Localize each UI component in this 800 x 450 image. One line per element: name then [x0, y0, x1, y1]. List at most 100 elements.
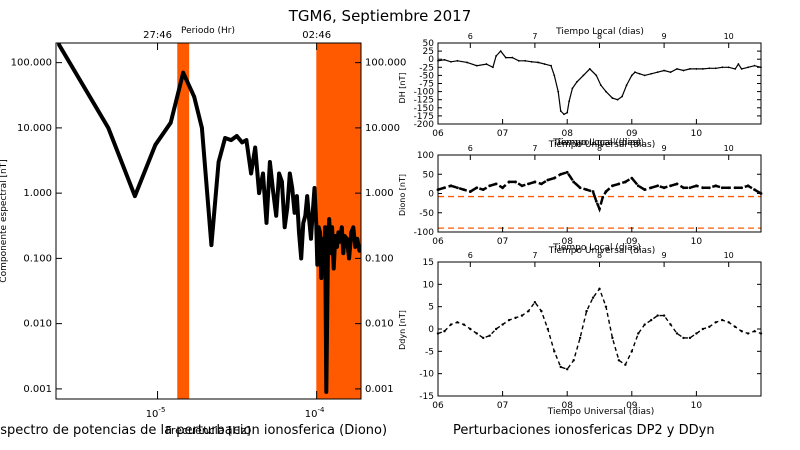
ddyn-point	[553, 350, 556, 353]
diono-top-tick-label: 10	[724, 144, 734, 153]
diono-point	[636, 184, 640, 188]
spectrum-ytick-label-left: 0.010	[23, 319, 52, 330]
diono-point	[455, 186, 459, 190]
diono-point	[720, 186, 724, 190]
dh-point	[568, 100, 571, 103]
diono-point	[475, 186, 479, 190]
dh-ytick-label: -125	[414, 96, 434, 106]
ddyn-point	[540, 309, 543, 313]
diono-top-tick-label: 8	[597, 144, 602, 153]
diono-frame	[437, 154, 762, 233]
spectrum-point	[301, 221, 306, 225]
spectrum-point	[330, 225, 334, 230]
caption-left: Espectro de potencias de la perturbacion…	[0, 423, 387, 438]
ddyn-point	[675, 332, 679, 335]
spectrum-xtick-label: 10-4	[305, 406, 325, 420]
diono-point	[643, 188, 647, 192]
dh-point	[643, 74, 646, 77]
ddyn-point	[727, 321, 730, 324]
ddyn-point	[456, 321, 459, 324]
diono-top-tick-label: 6	[468, 144, 473, 153]
spectrum-point	[309, 236, 313, 241]
spectrum-point	[303, 213, 308, 218]
diono-point	[623, 180, 627, 184]
dh-line	[437, 50, 762, 116]
dh-point	[656, 71, 659, 74]
diono-xtick-label: 06	[432, 237, 444, 247]
spectrum-point	[349, 230, 354, 235]
ddyn-xtick-label: 08	[561, 401, 573, 411]
spectrum-point	[271, 188, 275, 193]
spectrum-point	[342, 234, 347, 238]
spectrum-point	[345, 236, 349, 241]
dh-point	[634, 71, 636, 74]
diono-ytick-label: 50	[423, 170, 435, 180]
spectrum-point	[287, 171, 292, 176]
dh-point	[450, 60, 452, 63]
spectrum-top-tick-label: 27:46	[143, 30, 172, 41]
spectrum-point	[253, 145, 258, 150]
dh-top-tick-label: 10	[724, 32, 734, 41]
dh-point	[582, 74, 585, 77]
diono-plot	[436, 170, 763, 229]
dh-point	[650, 72, 653, 75]
diono-top-axis-label: Tiempo Local (dias)	[552, 138, 641, 148]
ddyn-point	[611, 336, 614, 340]
ddyn-ytick-label: 10	[423, 280, 435, 290]
ddyn-point	[604, 305, 608, 308]
dh-point	[701, 68, 704, 70]
spectrum-point	[316, 225, 321, 230]
spectrum-point	[282, 225, 287, 230]
spectrum-point	[326, 236, 330, 241]
ddyn-point	[462, 323, 466, 326]
dh-top-axis-label: Tiempo Local (dias)	[555, 27, 644, 37]
dh-ytick-label: -150	[414, 104, 435, 114]
dh-point	[595, 74, 598, 77]
diono-point	[488, 184, 492, 188]
ddyn-xtick-label: 09	[626, 401, 638, 411]
spectrum-point	[290, 186, 295, 190]
diono-point	[753, 188, 756, 192]
spectrum-ytick-label-right: 1.000	[365, 188, 394, 199]
spectrum-point	[314, 221, 319, 225]
dh-ytick-label: 50	[423, 39, 435, 49]
ddyn-bottom-ut-label: Tiempo Universal (dias)	[547, 407, 654, 417]
diono-point	[746, 184, 750, 188]
diono-point	[565, 170, 569, 174]
dh-point	[504, 56, 507, 59]
ddyn-point	[559, 365, 562, 369]
ddyn-point	[624, 363, 627, 366]
dh-point	[621, 95, 624, 98]
spectrum-point	[322, 271, 326, 275]
spectrum-point	[223, 136, 227, 140]
dh-xtick-label: 08	[561, 129, 573, 139]
spectrum-ytick-label-left: 0.001	[23, 384, 52, 395]
spectrum-panel: 100.000 100.000 10.000 10.000 1.000 1.000 0.10…	[0, 26, 406, 437]
ddyn-point	[488, 334, 491, 337]
dh-point	[689, 68, 691, 70]
ddyn-point	[469, 327, 472, 331]
ddyn-point	[714, 321, 717, 324]
spectrum-point	[57, 42, 61, 47]
dh-point	[605, 90, 607, 93]
spectrum-ytick-label-right: 0.010	[365, 319, 394, 330]
ddyn-point	[701, 327, 705, 331]
spectrum-top-tick-label: 02:46	[302, 30, 331, 41]
dh-point	[708, 67, 711, 70]
spectrum-point	[280, 179, 284, 184]
spectrum-point	[106, 126, 111, 130]
dh-point	[485, 63, 488, 65]
diono-xtick-label: 08	[561, 237, 573, 247]
spectrum-top-axis-label: Periodo (Hr)	[181, 26, 235, 36]
spectrum-ytick-label-right: 0.001	[365, 384, 394, 395]
spectrum-point	[351, 225, 356, 230]
spectrum-axes: 100.000 100.000 10.000 10.000 1.000 1.000 0.10…	[11, 30, 407, 420]
dh-xtick-label: 06	[432, 129, 444, 139]
spectrum-point	[299, 256, 304, 261]
spectrum-point	[333, 234, 338, 238]
spectrum-point	[192, 94, 197, 99]
ddyn-point	[662, 314, 666, 317]
ddyn-point	[695, 332, 698, 335]
diono-point	[682, 186, 685, 190]
